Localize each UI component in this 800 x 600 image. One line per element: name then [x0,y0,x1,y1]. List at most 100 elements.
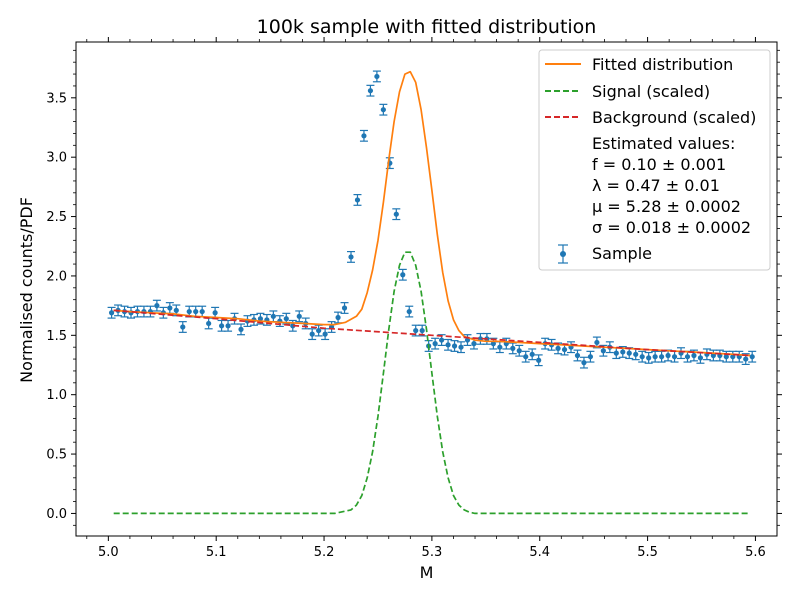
sample-point [154,303,160,309]
legend-estimated-sigma: σ = 0.018 ± 0.0002 [592,218,751,237]
sample-point [296,313,302,319]
sample-point [749,354,755,360]
sample-point [257,316,264,322]
sample-point [600,348,606,354]
sample-point [458,344,464,350]
sample-point [497,344,503,350]
sample-point [361,133,367,139]
y-tick-label: 2.5 [46,210,67,225]
sample-point [723,354,729,360]
legend-sample-swatch [558,244,568,264]
sample-point [348,254,354,260]
sample-point [367,88,374,94]
sample-point [283,316,289,322]
sample-point [335,314,341,321]
sample-point [691,352,697,359]
sample-point [173,307,179,313]
sample-point [646,355,652,361]
y-tick-label: 1.0 [46,388,67,403]
sample-point [626,350,632,356]
sample-point [574,352,581,359]
y-tick-label: 3.5 [46,91,67,106]
x-tick-label: 5.2 [314,545,335,560]
x-tick-label: 5.1 [206,545,227,560]
sample-point [374,73,380,80]
y-tick-label: 2.0 [46,269,67,284]
y-tick-label: 1.5 [46,329,67,344]
sample-point [523,354,529,360]
sample-point [659,354,665,360]
sample-point [108,310,115,316]
x-tick-label: 5.0 [98,545,119,560]
x-axis-label: M [420,563,434,582]
axis-ticks: 5.0 5.1 5.2 5.3 5.4 5.5 5.6 0.0 0.5 1.0 1.5 2.0 2.5 3… [46,37,782,560]
y-tick-label: 3.0 [46,151,67,166]
legend-estimated-lambda: λ = 0.47 ± 0.01 [592,176,720,195]
sample-point [393,211,399,217]
legend-frame [538,49,771,271]
sample-point [218,323,225,329]
sample-point [697,355,704,361]
legend-estimated-mu: μ = 5.28 ± 0.0002 [592,197,741,216]
sample-point [510,345,516,351]
x-tick-label: 5.3 [422,545,443,560]
sample-point [684,354,691,360]
sample-point [206,320,212,327]
y-axis-label: Normalised counts/PDF [17,197,36,383]
sample-point [743,356,749,362]
sample-point [594,339,600,346]
x-tick-label: 5.4 [529,545,550,560]
sample-point [561,346,568,353]
sample-point [309,331,315,337]
sample-point [445,342,451,348]
sample-point [225,323,231,329]
sample-point [419,327,425,334]
axes-frame [75,41,778,537]
sample-point [341,305,348,311]
sample-point [471,341,477,347]
sample-point [167,305,173,311]
sample-point [212,310,218,316]
sample-point [406,308,412,315]
sample-point [555,345,561,351]
legend-signal-label: Signal (scaled) [592,82,710,101]
legend-fit-label: Fitted distribution [592,55,733,74]
background-scaled-line [113,309,751,357]
x-tick-label: 5.5 [637,545,658,560]
legend: Fitted distribution Signal (scaled) Back… [538,49,771,271]
sample-point [529,351,535,357]
sample-point [199,308,205,315]
sample-point [536,357,542,363]
sample-point [180,324,186,330]
sample-point [432,341,438,347]
sample-point [710,352,716,359]
sample-point [633,351,639,357]
sample-point [186,308,192,315]
sample-point [516,348,522,354]
legend-sample-label: Sample [592,244,652,263]
sample-point [581,360,587,366]
sample-point [639,354,645,360]
sample-point [290,323,296,329]
legend-background-label: Background (scaled) [592,108,756,127]
sample-point [322,331,328,337]
plot-area [107,70,757,515]
sample-point [193,308,199,315]
sample-point [620,349,626,355]
y-tick-label: 0.0 [46,507,67,522]
chart-title: 100k sample with fitted distribution [257,16,597,38]
sample-point [238,326,244,332]
sample-point [671,354,678,360]
sample-point [652,354,658,360]
sample-point [400,272,406,278]
sample-point [490,341,496,347]
sample-point [354,197,361,203]
sample-point [438,337,445,343]
legend-estimated-f: f = 0.10 ± 0.001 [592,155,726,174]
sample-point [413,327,419,334]
sample-point [665,352,671,359]
sample-point [587,354,594,360]
sample-point [380,107,386,113]
legend-estimated-heading: Estimated values: [592,134,735,153]
